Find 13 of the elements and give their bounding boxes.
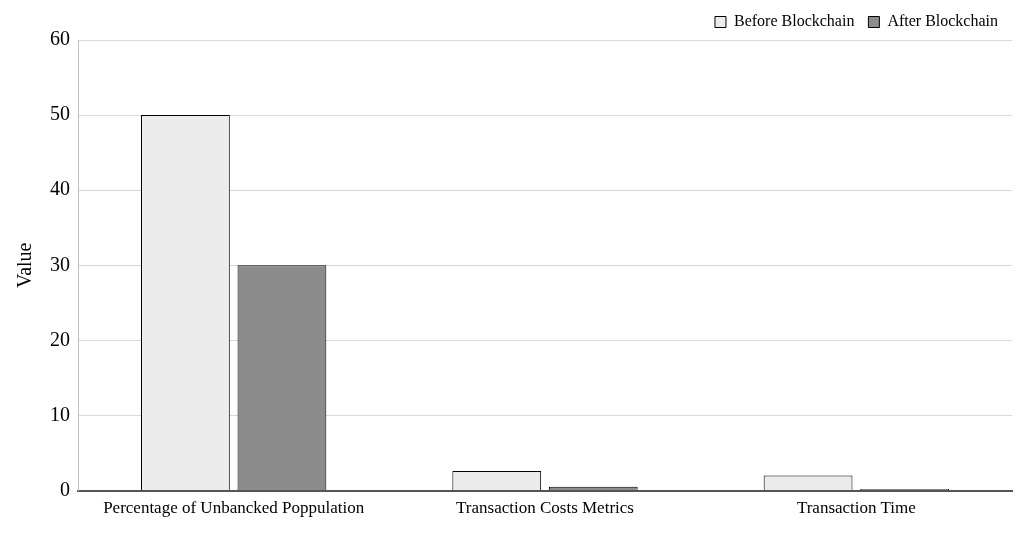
y-tick-label: 20 [50, 327, 70, 350]
y-tick-label: 50 [50, 102, 70, 125]
legend-label: Before Blockchain [733, 12, 855, 30]
y-axis-title: Value [13, 242, 36, 289]
x-tick-label: Percentage of Unbancked Poppulation [103, 498, 365, 518]
y-tick-label: 30 [50, 252, 70, 275]
y-tick-label: 60 [50, 27, 70, 50]
y-tick-label: 0 [60, 477, 70, 500]
x-tick-label: Transaction Time [796, 498, 916, 518]
legend-label: After Blockchain [887, 12, 998, 30]
y-tick-label: 40 [50, 177, 70, 200]
y-tick-label: 10 [50, 402, 70, 425]
x-tick-label: Transaction Costs Metrics [456, 498, 634, 518]
